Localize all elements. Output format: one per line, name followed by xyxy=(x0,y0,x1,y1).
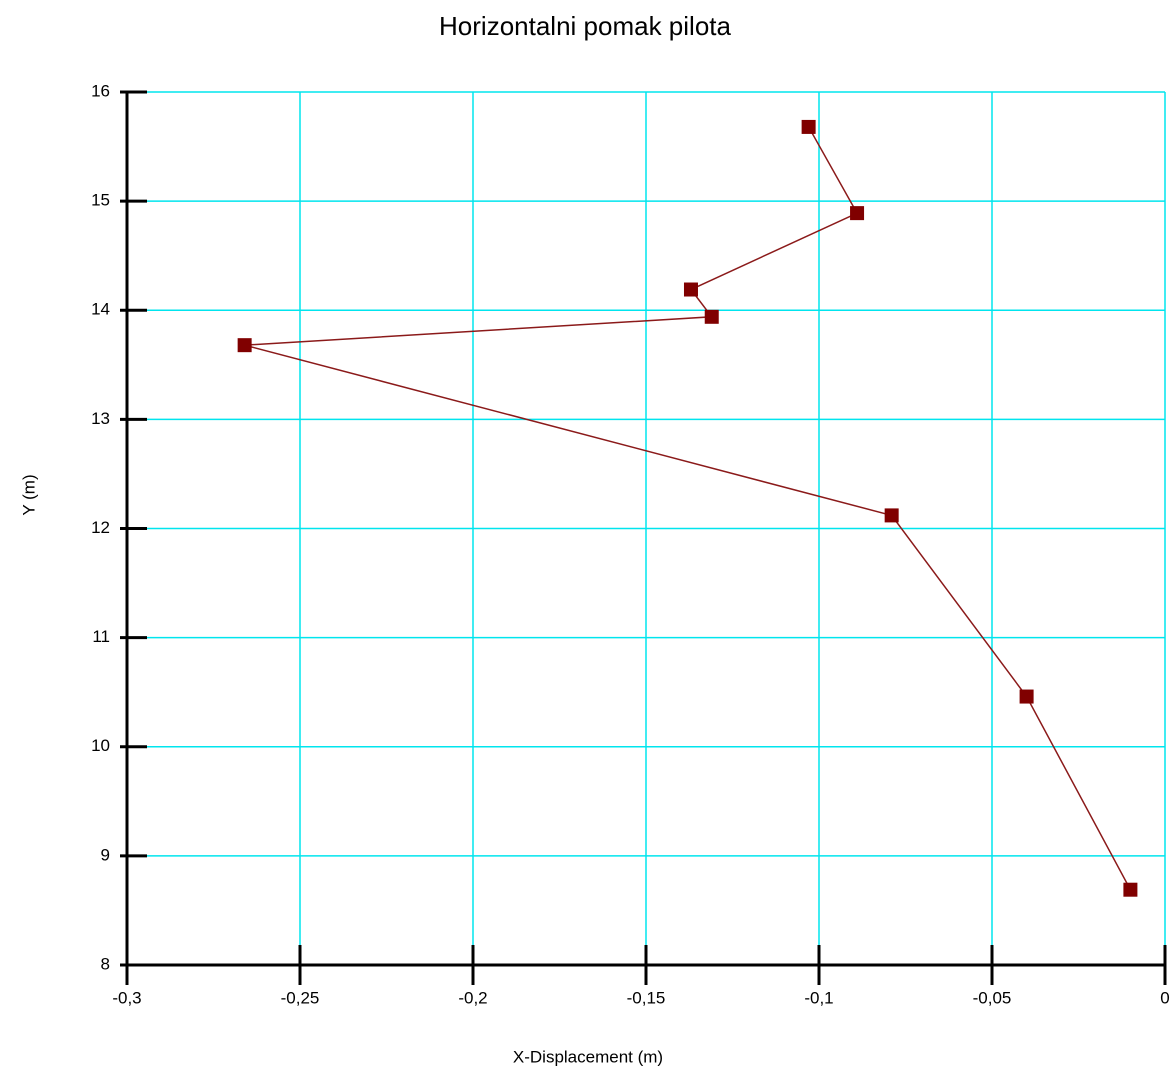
data-point xyxy=(683,282,698,297)
chart-title: Horizontalni pomak pilota xyxy=(439,11,731,41)
y-tick-label: 8 xyxy=(101,954,110,973)
data-point xyxy=(884,508,899,523)
x-tick-label: -0,15 xyxy=(627,988,666,1007)
x-tick-label: -0,25 xyxy=(281,988,320,1007)
x-tick-label: -0,1 xyxy=(804,988,833,1007)
y-tick-label: 14 xyxy=(91,300,110,319)
data-point xyxy=(1019,689,1034,704)
data-line xyxy=(244,126,1132,891)
data-point xyxy=(801,119,816,134)
x-axis-label: X-Displacement (m) xyxy=(513,1047,663,1066)
y-tick-label: 9 xyxy=(101,845,110,864)
x-tick-label: -0,05 xyxy=(973,988,1012,1007)
x-tick-label: -0,3 xyxy=(112,988,141,1007)
data-point xyxy=(704,309,719,324)
y-axis-label: Y (m) xyxy=(19,474,38,515)
y-tick-label: 10 xyxy=(91,736,110,755)
y-tick-label: 16 xyxy=(91,81,110,100)
y-tick-label: 12 xyxy=(91,518,110,537)
y-tick-label: 13 xyxy=(91,409,110,428)
data-point xyxy=(850,206,865,221)
x-tick-label: -0,2 xyxy=(458,988,487,1007)
data-point xyxy=(237,338,252,353)
y-tick-label: 15 xyxy=(91,191,110,210)
y-tick-label: 11 xyxy=(92,627,110,646)
data-point xyxy=(1123,882,1138,897)
x-tick-label: 0 xyxy=(1160,988,1169,1007)
